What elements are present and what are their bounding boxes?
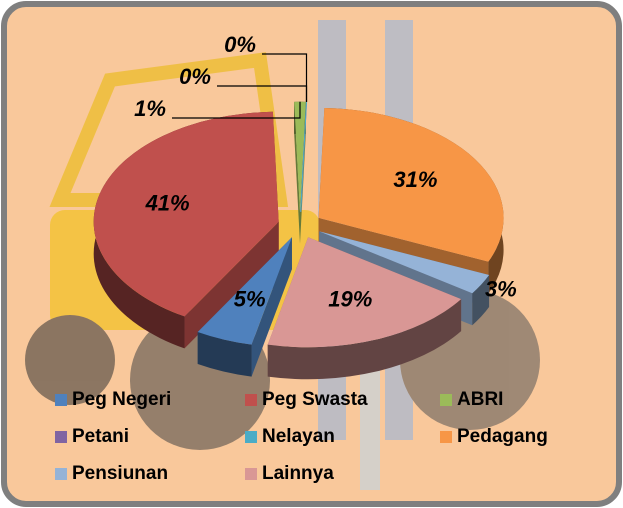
slice — [197, 237, 292, 345]
data-label: 3% — [485, 277, 517, 302]
legend-label: ABRI — [457, 389, 503, 410]
slice — [300, 101, 308, 212]
slice-rim — [197, 331, 252, 377]
slice — [93, 111, 279, 317]
slice — [319, 231, 490, 294]
legend: Peg Negeri Peg Swasta ABRI Petani Nelayan Ped… — [55, 389, 548, 484]
slice-side — [184, 221, 279, 349]
legend-swatch — [55, 394, 67, 406]
slice-rim — [267, 299, 462, 380]
slice — [294, 101, 306, 212]
legend-swatch — [245, 394, 257, 406]
legend-label: Petani — [72, 426, 129, 447]
legend-swatch — [245, 468, 257, 480]
legend-swatch — [245, 431, 257, 443]
legend-label: Pedagang — [457, 426, 548, 447]
data-label: 31% — [393, 167, 437, 192]
legend-swatch — [55, 431, 67, 443]
slice-side — [294, 101, 300, 244]
wheel — [25, 315, 115, 405]
legend-label: Peg Negeri — [72, 389, 171, 410]
data-label: 0% — [179, 64, 211, 89]
legend-swatch — [440, 431, 452, 443]
data-label: 0% — [224, 32, 256, 57]
leader-line — [262, 53, 308, 102]
legend-swatch — [55, 468, 67, 480]
legend-label: Lainnya — [262, 463, 334, 484]
leader-line — [172, 101, 301, 119]
legend-label: Nelayan — [262, 426, 335, 447]
data-label: 5% — [234, 286, 266, 311]
slice-rim — [472, 275, 490, 326]
data-label: 19% — [328, 286, 372, 311]
pie: 5% 41% 1% 0% 0% 31% 3% 19% — [93, 32, 517, 380]
data-label: 41% — [145, 191, 190, 216]
legend-swatch — [440, 394, 452, 406]
slice — [267, 237, 462, 348]
data-label: 1% — [134, 96, 166, 121]
slice — [318, 107, 504, 262]
legend-label: Pensiunan — [72, 463, 168, 484]
fork — [360, 340, 380, 490]
legend-label: Peg Swasta — [262, 389, 368, 410]
